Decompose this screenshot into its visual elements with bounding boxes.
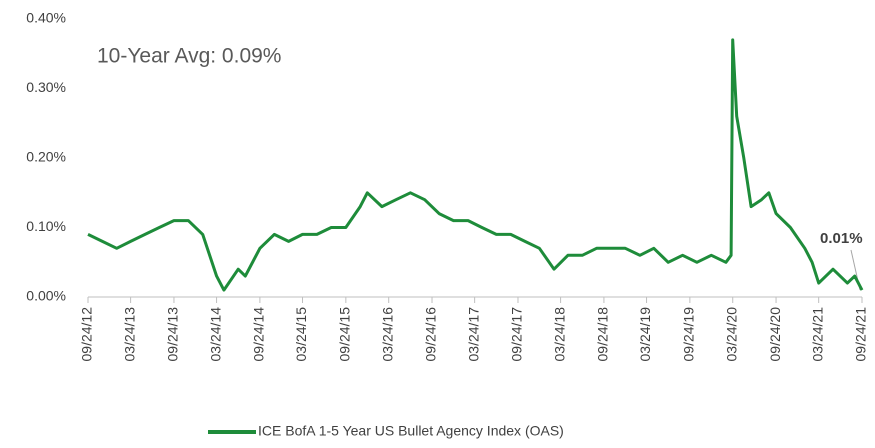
x-tick-label: 09/24/19 <box>681 307 697 362</box>
x-tick-label: 03/24/17 <box>465 307 481 362</box>
x-tick-label: 09/24/12 <box>79 307 95 362</box>
x-tick-label: 03/24/13 <box>121 307 137 362</box>
x-tick-label: 09/24/13 <box>165 307 181 362</box>
x-tick-label: 03/24/15 <box>293 307 309 362</box>
average-annotation: 10-Year Avg: 0.09% <box>97 45 281 68</box>
y-tick-label: 0.30% <box>26 79 66 95</box>
x-tick-label: 03/24/18 <box>551 307 567 362</box>
y-tick-label: 0.40% <box>26 10 66 26</box>
x-tick-label: 09/24/21 <box>853 307 869 362</box>
x-tick-label: 09/24/15 <box>337 307 353 362</box>
x-tick-label: 09/24/20 <box>767 307 783 362</box>
series-line <box>87 38 864 292</box>
x-tick-label: 09/24/17 <box>509 307 525 362</box>
y-tick-label: 0.20% <box>26 149 66 165</box>
x-tick-label: 03/24/20 <box>723 307 739 362</box>
last-value-annotation: 0.01% <box>820 230 863 247</box>
x-tick-label: 03/24/14 <box>207 307 223 362</box>
x-tick-label: 09/24/16 <box>423 307 439 362</box>
legend-label: ICE BofA 1-5 Year US Bullet Agency Index… <box>258 423 564 439</box>
y-tick-label: 0.00% <box>26 288 66 304</box>
x-tick-label: 09/24/18 <box>595 307 611 362</box>
x-tick-label: 03/24/21 <box>809 307 825 362</box>
x-tick-label: 03/24/19 <box>637 307 653 362</box>
y-tick-label: 0.10% <box>26 218 66 234</box>
x-tick-label: 09/24/14 <box>251 307 267 362</box>
x-tick-label: 03/24/16 <box>379 307 395 362</box>
